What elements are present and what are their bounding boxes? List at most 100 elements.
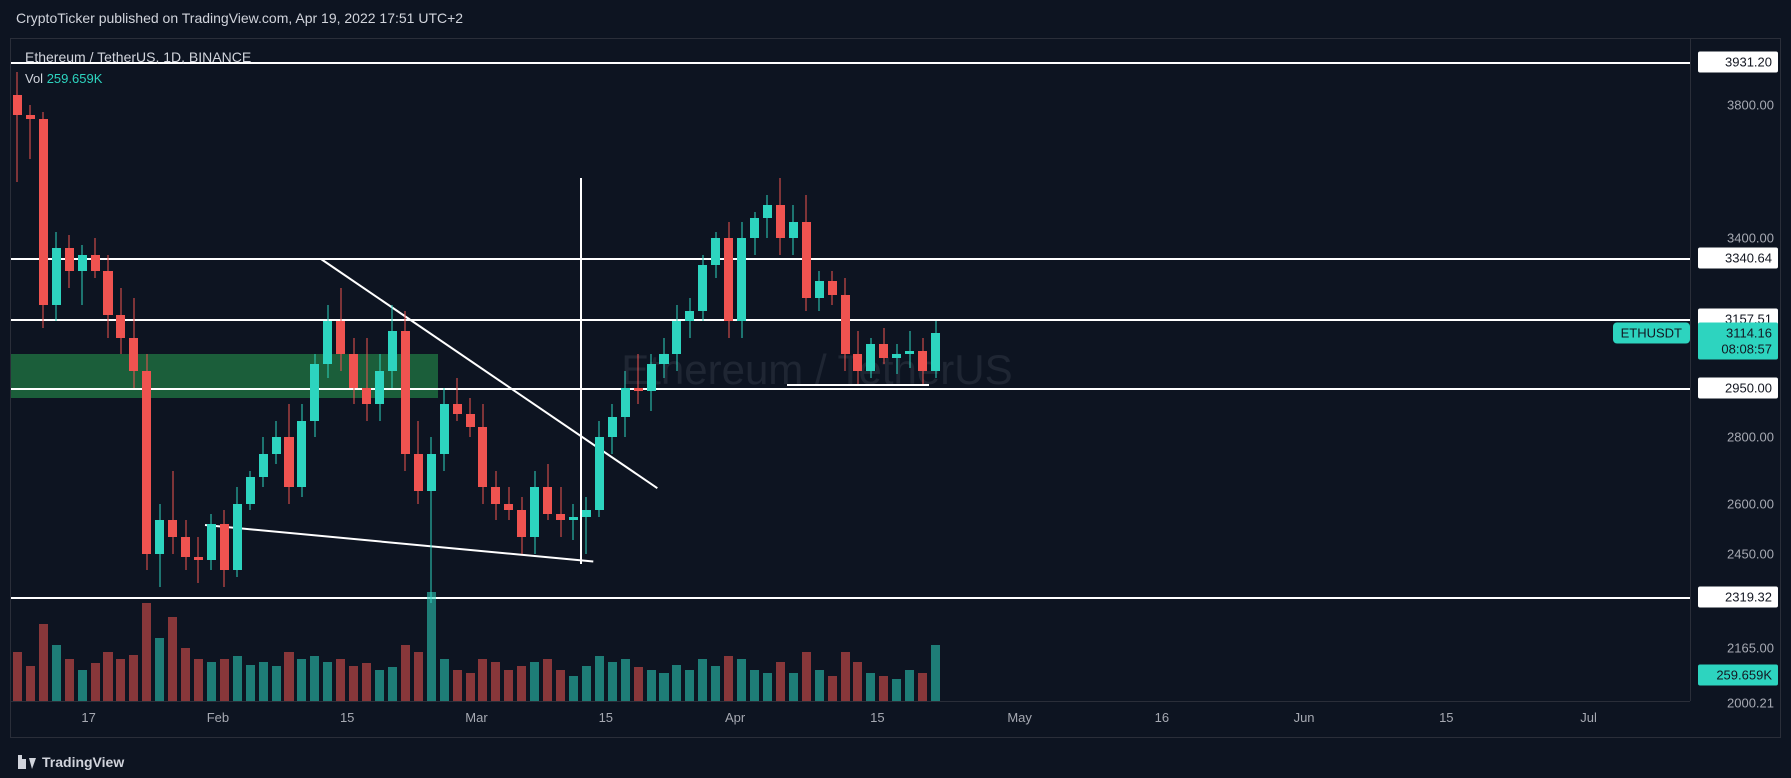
volume-bar <box>724 656 733 701</box>
publisher-text: CryptoTicker published on TradingView.co… <box>16 10 463 26</box>
candle <box>582 39 591 701</box>
volume-bar <box>853 662 862 701</box>
candle <box>39 39 48 701</box>
volume-bar <box>129 655 138 701</box>
y-axis[interactable]: 4 USDT 3800.003400.002800.002600.002450.… <box>1690 39 1780 701</box>
volume-bar <box>802 652 811 701</box>
volume-bar <box>336 659 345 701</box>
candle <box>892 39 901 701</box>
candle <box>233 39 242 701</box>
candle <box>401 39 410 701</box>
y-tick-label: 2800.00 <box>1727 430 1774 445</box>
candle <box>13 39 22 701</box>
candle <box>129 39 138 701</box>
volume-bar <box>828 676 837 701</box>
x-tick-label: Mar <box>465 710 487 725</box>
volume-bar <box>647 670 656 701</box>
volume-bar <box>284 652 293 701</box>
candle <box>608 39 617 701</box>
candle <box>116 39 125 701</box>
volume-bar <box>207 662 216 701</box>
volume-bar <box>13 652 22 701</box>
candle <box>65 39 74 701</box>
candle <box>763 39 772 701</box>
volume-bar <box>737 659 746 701</box>
candle <box>595 39 604 701</box>
candle <box>517 39 526 701</box>
x-tick-label: Jul <box>1580 710 1597 725</box>
volume-bar <box>375 670 384 701</box>
volume-bar <box>78 670 87 701</box>
volume-bar <box>259 662 268 701</box>
x-tick-label: 15 <box>1439 710 1453 725</box>
candle <box>155 39 164 701</box>
y-tick-label: 3800.00 <box>1727 98 1774 113</box>
volume-bar <box>672 665 681 701</box>
volume-bar <box>91 663 100 701</box>
volume-bar <box>905 670 914 701</box>
vol-value: 259.659K <box>47 71 103 86</box>
x-axis[interactable]: 17Feb15Mar15Apr15May16Jun15Jul <box>11 701 1690 737</box>
volume-bar <box>750 670 759 701</box>
candle <box>918 39 927 701</box>
footer-text: TradingView <box>42 754 124 770</box>
y-price-box: 3340.64 <box>1698 247 1778 268</box>
volume-bar <box>789 673 798 701</box>
y-price-box: 3931.20 <box>1698 51 1778 72</box>
candle <box>491 39 500 701</box>
vol-label: Vol <box>25 71 43 86</box>
candle <box>802 39 811 701</box>
volume-bar <box>530 662 539 701</box>
volume-bar <box>181 648 190 701</box>
candle <box>26 39 35 701</box>
candle <box>440 39 449 701</box>
candle <box>724 39 733 701</box>
volume-bar <box>517 666 526 701</box>
y-tick-label: 2600.00 <box>1727 496 1774 511</box>
volume-bar <box>26 666 35 701</box>
footer-logo: TradingView <box>18 754 124 770</box>
candle <box>272 39 281 701</box>
candle <box>866 39 875 701</box>
y-price-box: 2950.00 <box>1698 377 1778 398</box>
symbol-legend: Ethereum / TetherUS, 1D, BINANCE Vol 259… <box>25 49 251 86</box>
candle <box>931 39 940 701</box>
volume-bar <box>349 666 358 701</box>
candle <box>841 39 850 701</box>
volume-bar <box>595 656 604 701</box>
volume-bar <box>194 659 203 701</box>
candle <box>879 39 888 701</box>
y-price-box: 259.659K <box>1698 664 1778 685</box>
plot-area[interactable]: Ethereum / TetherUS <box>11 39 1690 701</box>
volume-bar <box>466 673 475 701</box>
candle <box>414 39 423 701</box>
candle <box>789 39 798 701</box>
volume-bar <box>478 659 487 701</box>
publish-header: CryptoTicker published on TradingView.co… <box>0 0 1791 36</box>
volume-bar <box>52 645 61 701</box>
candle <box>375 39 384 701</box>
x-tick-label: 17 <box>81 710 95 725</box>
candle <box>349 39 358 701</box>
volume-bar <box>582 666 591 701</box>
y-price-box: 2319.32 <box>1698 586 1778 607</box>
volume-bar <box>879 676 888 701</box>
ticker-tag: ETHUSDT <box>1613 323 1690 344</box>
volume-bar <box>39 624 48 701</box>
chart-container: Ethereum / TetherUS, 1D, BINANCE Vol 259… <box>10 38 1781 738</box>
candle <box>168 39 177 701</box>
volume-bar <box>815 670 824 701</box>
volume-bar <box>453 670 462 701</box>
volume-legend: Vol 259.659K <box>25 71 251 86</box>
candle <box>853 39 862 701</box>
volume-bar <box>142 603 151 701</box>
volume-bar <box>569 676 578 701</box>
x-tick-label: Apr <box>725 710 745 725</box>
candle <box>103 39 112 701</box>
candle <box>362 39 371 701</box>
volume-bar <box>685 670 694 701</box>
volume-bar <box>711 666 720 701</box>
y-price-box: 08:08:57 <box>1698 339 1778 360</box>
volume-bar <box>297 659 306 701</box>
volume-bar <box>323 662 332 701</box>
